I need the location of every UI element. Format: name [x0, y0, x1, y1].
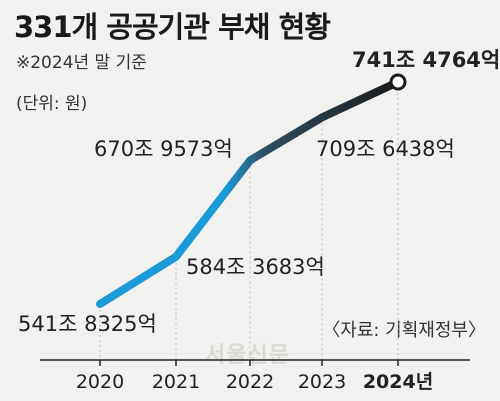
- data-label: 670조 9573억: [94, 137, 233, 161]
- source-label: 〈자료: 기획재정부〉: [322, 320, 486, 341]
- x-tick-label: 2023: [298, 371, 346, 393]
- chart-subtitle: ※2024년 말 기준: [16, 53, 147, 73]
- data-label: 709조 6438억: [316, 137, 455, 161]
- series-line: [96, 78, 402, 308]
- x-tick-label: 2020: [76, 371, 124, 393]
- end-point-marker: [389, 73, 407, 91]
- chart-title: 331개 공공기관 부채 현황: [14, 10, 331, 44]
- x-tick-label: 2021: [152, 371, 200, 393]
- x-tick-label: 2022: [226, 371, 274, 393]
- data-label: 584조 3683억: [186, 255, 325, 279]
- x-tick-label: 2024년: [363, 371, 433, 393]
- unit-label: (단위: 원): [16, 94, 88, 114]
- watermark: 서울신문: [205, 343, 290, 368]
- data-label: 541조 8325억: [18, 312, 157, 336]
- data-label: 741조 4764억: [352, 48, 500, 72]
